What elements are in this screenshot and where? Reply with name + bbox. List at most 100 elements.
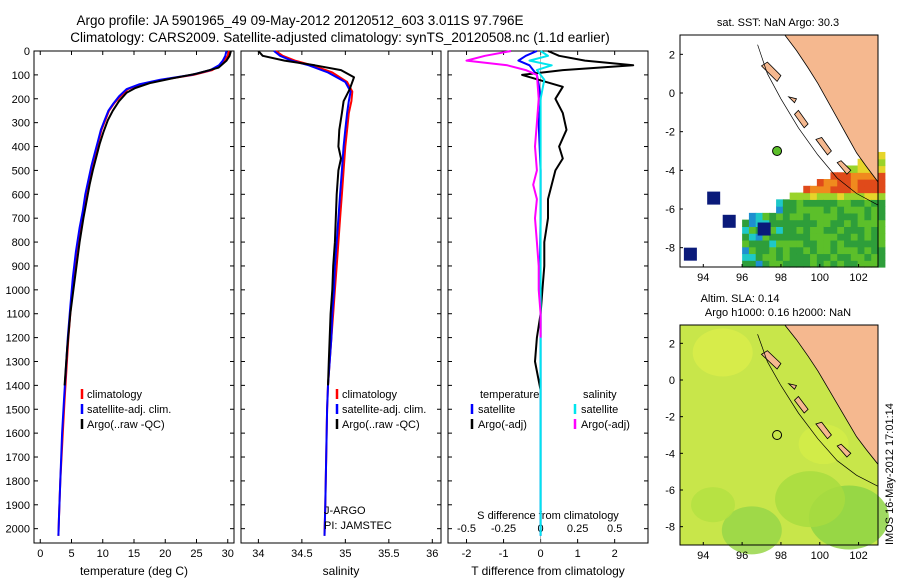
sst-pixel — [742, 233, 750, 241]
y-tick-label: -8 — [665, 243, 675, 255]
sst-pixel — [850, 246, 859, 255]
sst-pixel — [830, 212, 838, 221]
island — [815, 421, 832, 440]
sst-pixel — [871, 185, 879, 194]
x-tick-label: 96 — [736, 272, 748, 284]
sst-pixel — [742, 219, 750, 227]
sst-pixel — [816, 212, 825, 221]
x-axis-label: salinity — [323, 564, 360, 578]
annotation: PI: JAMSTEC — [324, 520, 392, 532]
sst-pixel — [878, 192, 886, 200]
y-tick-label: -4 — [665, 165, 675, 177]
y-tick-label: 2000 — [6, 524, 30, 536]
sst-pixel — [837, 233, 845, 241]
series-line-argo-raw-qc- — [257, 50, 355, 386]
sst-pixel — [789, 199, 798, 207]
y-tick-label: 1800 — [6, 476, 30, 488]
sst-pixel — [810, 246, 818, 255]
sst-pixel — [864, 226, 872, 234]
sst-pixel — [803, 239, 811, 248]
sst-pixel — [857, 219, 866, 227]
y-tick-label: 900 — [12, 261, 30, 273]
sst-pixel — [810, 233, 818, 241]
x-tick-label: 102 — [849, 550, 867, 562]
sst-pixel — [803, 206, 811, 214]
x-tick-label: 10 — [97, 548, 109, 560]
sst-pixel — [878, 260, 886, 268]
sst-pixel — [782, 199, 791, 207]
sst-pixel — [782, 219, 791, 227]
y-tick-label: 0 — [669, 375, 675, 387]
sla-anomaly-region — [692, 328, 753, 377]
sst-pixel — [776, 199, 784, 207]
sst-pixel — [782, 206, 791, 214]
sst-pixel — [789, 253, 798, 261]
sst-pixel — [850, 199, 859, 207]
sst-pixel — [850, 165, 859, 173]
sst-pixel — [755, 260, 764, 268]
sst-pixel — [878, 212, 886, 221]
sst-pixel — [837, 185, 845, 194]
x-tick-label: 35.5 — [378, 548, 399, 560]
sst-pixel — [683, 247, 697, 261]
sst-pixel — [776, 206, 784, 214]
sst-pixel — [830, 253, 838, 261]
sst-pixel — [789, 246, 798, 255]
sst-pixel — [830, 260, 838, 268]
island — [836, 443, 852, 458]
sst-pixel — [844, 172, 852, 180]
sst-pixel — [823, 199, 832, 207]
y-tick-label: 400 — [12, 142, 30, 154]
sst-pixel — [762, 233, 770, 241]
sst-pixel — [742, 239, 750, 248]
sst-pixel — [810, 185, 818, 194]
sst-pixel — [871, 212, 879, 221]
y-tick-label: 1300 — [6, 356, 30, 368]
map-frame — [679, 34, 879, 268]
sst-pixel — [850, 172, 859, 180]
sst-pixel — [762, 260, 770, 268]
y-tick-label: 700 — [12, 213, 30, 225]
sst-pixel — [796, 260, 804, 268]
sst-pixel — [810, 212, 818, 221]
sst-pixel — [857, 226, 866, 234]
sst-pixel — [830, 233, 838, 241]
sst-pixel — [803, 260, 811, 268]
sst-pixel — [816, 199, 825, 207]
x-tick-label: 98 — [775, 550, 787, 562]
x-tick-label: 0 — [538, 548, 544, 560]
sst-pixel — [844, 239, 852, 248]
sst-pixel — [789, 206, 798, 214]
sst-pixel — [796, 246, 804, 255]
y-tick-label: -2 — [665, 127, 675, 139]
sst-pixel — [776, 239, 784, 248]
sst-pixel — [796, 199, 804, 207]
sst-pixel — [816, 206, 825, 214]
y-tick-label: 0 — [669, 88, 675, 100]
imos-timestamp: IMOS 16-May-2012 17:01:14 — [884, 403, 896, 545]
sst-pixel — [864, 179, 872, 187]
sst-pixel — [782, 233, 791, 241]
sst-pixel — [803, 212, 811, 221]
sst-pixel — [782, 253, 791, 261]
legend-label: climatology — [87, 389, 143, 401]
sst-pixel — [837, 192, 845, 200]
sst-pixel — [796, 239, 804, 248]
sst-pixel — [748, 239, 757, 248]
temperature-profile-panel: 0100200300400500600700800900100011001200… — [6, 46, 235, 578]
x-tick-label: 15 — [128, 548, 140, 560]
sst-pixel — [748, 219, 757, 227]
sst-pixel — [769, 233, 777, 241]
sst-pixel — [830, 226, 838, 234]
x-tick-label: 94 — [697, 550, 709, 562]
sst-pixel — [857, 253, 866, 261]
sst-pixel — [864, 233, 872, 241]
sst-pixel — [823, 185, 832, 194]
x-tick-label: -1 — [499, 548, 509, 560]
sst-pixel — [864, 253, 872, 261]
sst-pixel — [816, 253, 825, 261]
legend-label: Argo(..raw -QC) — [87, 419, 165, 431]
map-frame — [679, 324, 879, 546]
sst-pixel — [850, 206, 859, 214]
x-tick-label: 1 — [575, 548, 581, 560]
